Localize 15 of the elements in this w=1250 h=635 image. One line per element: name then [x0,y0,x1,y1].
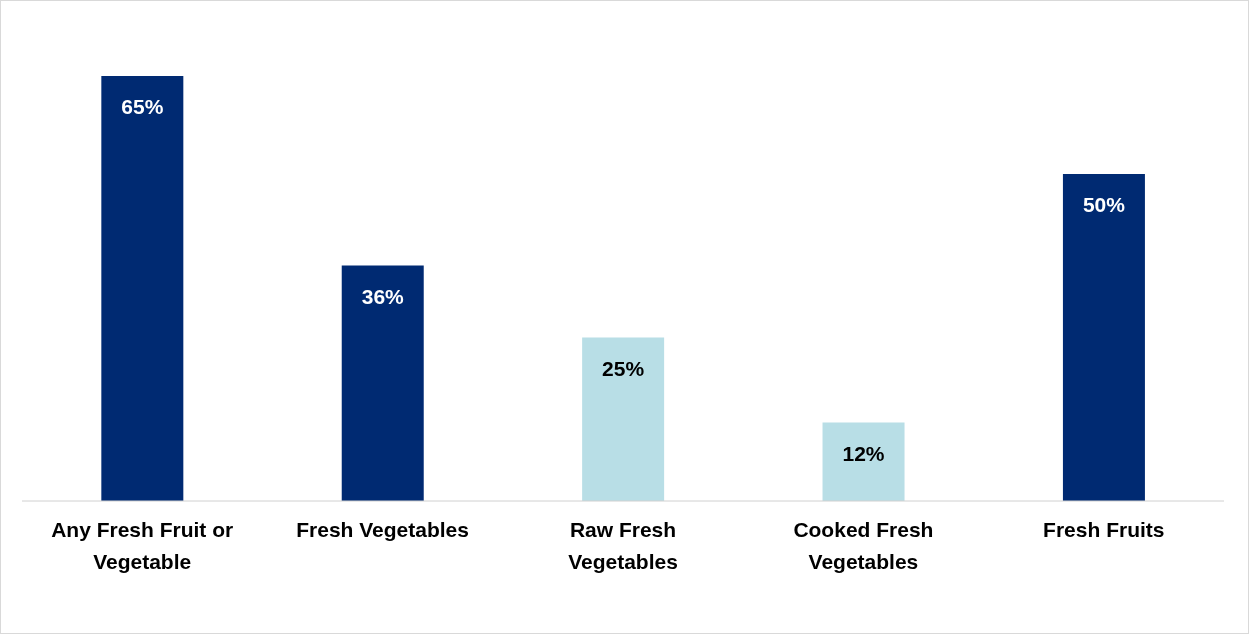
data-label: 12% [842,441,885,465]
x-tick-label: Any Fresh Fruit or Vegetable [51,518,234,573]
bar [101,76,184,501]
bar [1062,174,1145,501]
data-label: 25% [602,356,645,380]
x-tick-label: Cooked Fresh Vegetables [793,518,934,573]
bar [582,337,665,501]
x-tick-label: Fresh Vegetables [296,518,469,541]
x-tick-label: Raw Fresh Vegetables [568,518,678,573]
data-label: 65% [121,95,164,118]
data-label: 36% [361,284,405,308]
bar [822,422,905,501]
bar [341,265,424,501]
x-tick-label: Fresh Fruits [1043,518,1165,541]
data-label: 50% [1082,193,1126,217]
